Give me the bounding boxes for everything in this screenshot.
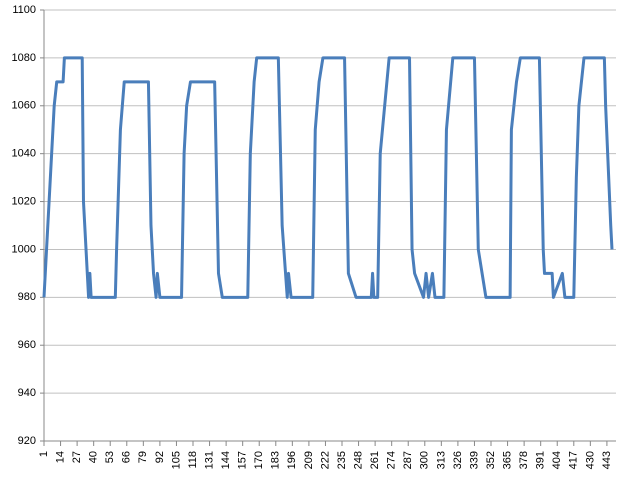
x-tick-label: 131 <box>203 451 215 469</box>
x-tick-label: 326 <box>452 451 464 469</box>
x-tick-label: 287 <box>402 451 414 469</box>
x-tick-label: 235 <box>336 451 348 469</box>
x-tick-label: 14 <box>54 451 66 463</box>
x-tick-label: 378 <box>518 451 530 469</box>
x-tick-label: 27 <box>71 451 83 463</box>
x-tick-label: 430 <box>584 451 596 469</box>
x-tick-label: 170 <box>253 451 265 469</box>
y-tick-label: 940 <box>18 387 36 399</box>
x-tick-label: 1 <box>38 451 50 457</box>
x-tick-label: 248 <box>352 451 364 469</box>
y-tick-label: 1040 <box>12 148 36 160</box>
x-tick-label: 105 <box>170 451 182 469</box>
x-tick-label: 443 <box>601 451 613 469</box>
x-tick-label: 92 <box>154 451 166 463</box>
x-tick-label: 313 <box>435 451 447 469</box>
x-tick-label: 40 <box>88 451 100 463</box>
x-tick-label: 79 <box>137 451 149 463</box>
x-tick-label: 209 <box>303 451 315 469</box>
y-tick-label: 1080 <box>12 52 36 64</box>
x-tick-label: 274 <box>386 451 398 469</box>
x-tick-label: 183 <box>270 451 282 469</box>
x-tick-label: 144 <box>220 451 232 469</box>
x-tick-label: 365 <box>501 451 513 469</box>
y-tick-label: 1060 <box>12 100 36 112</box>
x-tick-label: 404 <box>551 451 563 469</box>
x-tick-label: 417 <box>568 451 580 469</box>
x-tick-label: 157 <box>237 451 249 469</box>
x-tick-label: 391 <box>535 451 547 469</box>
line-series <box>42 56 614 299</box>
y-tick-label: 920 <box>18 435 36 447</box>
x-tick-label: 118 <box>187 451 199 469</box>
y-tick-label: 1100 <box>12 4 36 16</box>
x-tick-label: 300 <box>419 451 431 469</box>
x-tick-label: 352 <box>485 451 497 469</box>
y-tick-label: 980 <box>18 291 36 303</box>
x-tick-label: 53 <box>104 451 116 463</box>
y-tick-label: 960 <box>18 339 36 351</box>
x-tick-label: 222 <box>319 451 331 469</box>
x-tick-label: 339 <box>468 451 480 469</box>
y-tick-label: 1000 <box>12 243 36 255</box>
x-tick-label: 261 <box>369 451 381 469</box>
x-tick-label: 66 <box>121 451 133 463</box>
x-tick-label: 196 <box>286 451 298 469</box>
y-tick-label: 1020 <box>12 195 36 207</box>
